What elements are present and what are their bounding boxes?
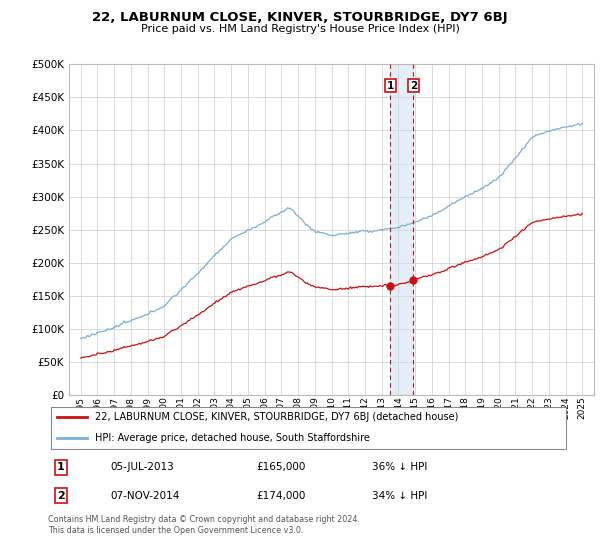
Text: 2: 2 bbox=[410, 81, 417, 91]
Text: 22, LABURNUM CLOSE, KINVER, STOURBRIDGE, DY7 6BJ: 22, LABURNUM CLOSE, KINVER, STOURBRIDGE,… bbox=[92, 11, 508, 24]
Bar bbox=[390, 64, 413, 395]
Text: 36% ↓ HPI: 36% ↓ HPI bbox=[371, 462, 427, 472]
Text: 34% ↓ HPI: 34% ↓ HPI bbox=[371, 491, 427, 501]
Text: 2: 2 bbox=[57, 491, 65, 501]
Text: £174,000: £174,000 bbox=[257, 491, 306, 501]
Text: 1: 1 bbox=[386, 81, 394, 91]
Text: 1: 1 bbox=[57, 462, 65, 472]
Text: £165,000: £165,000 bbox=[257, 462, 306, 472]
Text: Price paid vs. HM Land Registry's House Price Index (HPI): Price paid vs. HM Land Registry's House … bbox=[140, 24, 460, 34]
Text: HPI: Average price, detached house, South Staffordshire: HPI: Average price, detached house, Sout… bbox=[95, 433, 370, 443]
Text: 07-NOV-2014: 07-NOV-2014 bbox=[110, 491, 180, 501]
Text: 05-JUL-2013: 05-JUL-2013 bbox=[110, 462, 175, 472]
FancyBboxPatch shape bbox=[50, 407, 566, 449]
Text: Contains HM Land Registry data © Crown copyright and database right 2024.
This d: Contains HM Land Registry data © Crown c… bbox=[48, 515, 360, 535]
Text: 22, LABURNUM CLOSE, KINVER, STOURBRIDGE, DY7 6BJ (detached house): 22, LABURNUM CLOSE, KINVER, STOURBRIDGE,… bbox=[95, 412, 458, 422]
